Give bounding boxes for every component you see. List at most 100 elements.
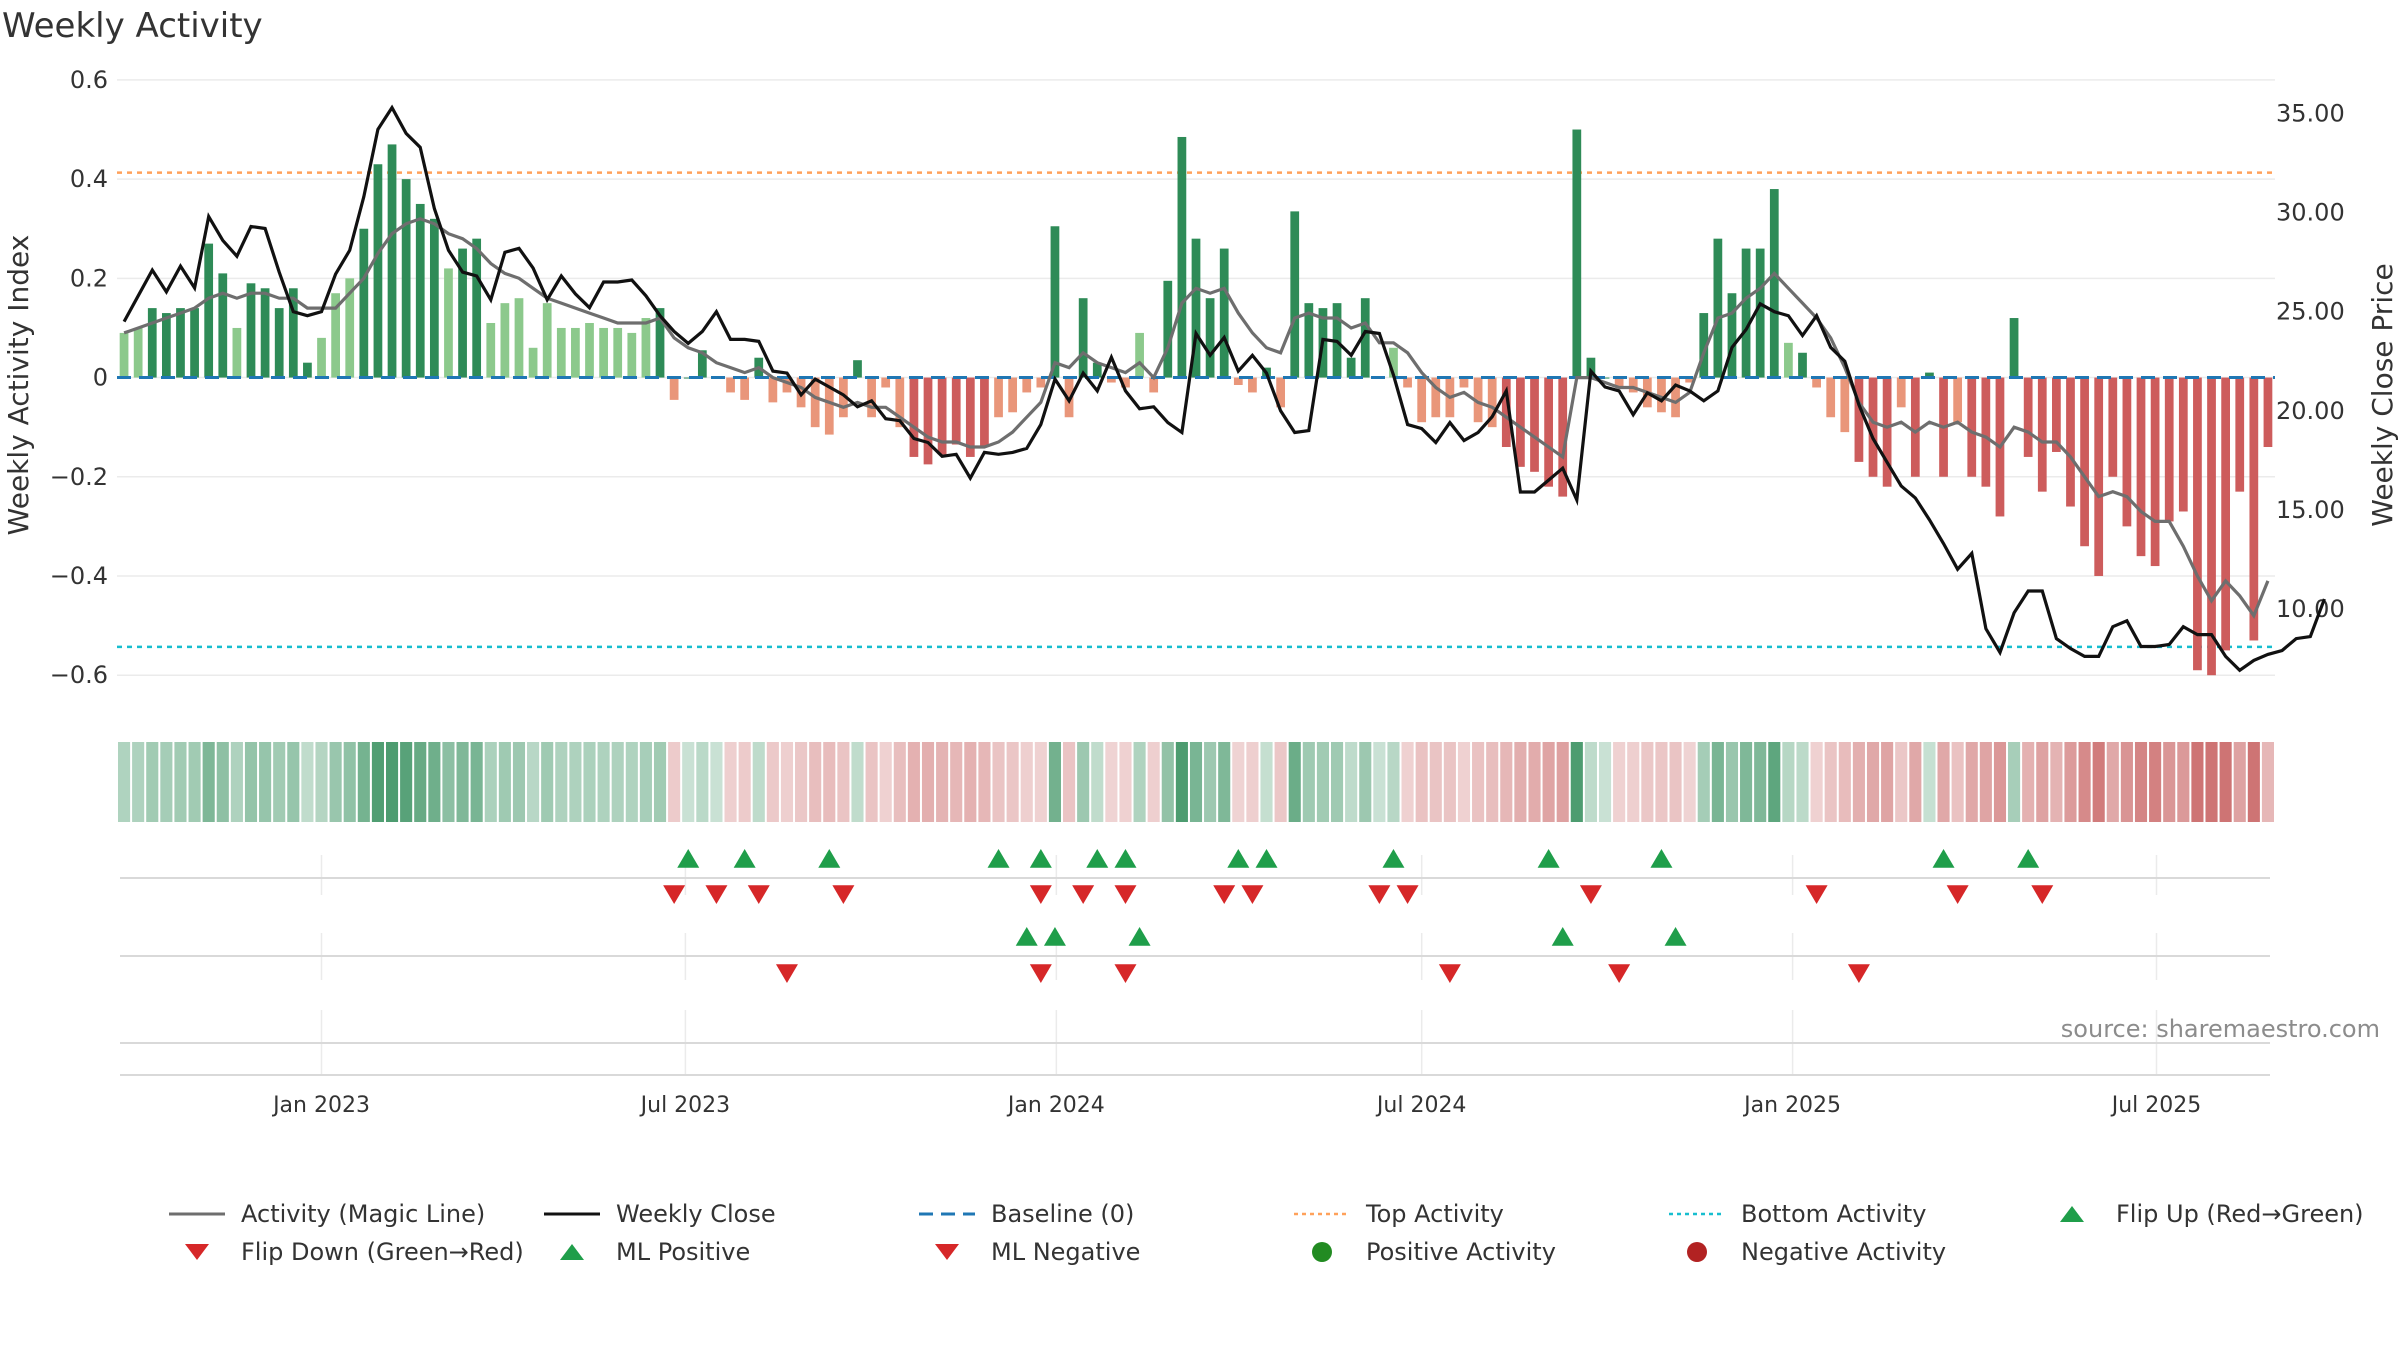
activity-bar: [1149, 377, 1159, 393]
heatmap-cell: [682, 742, 695, 822]
activity-bar: [556, 327, 566, 378]
heatmap-cell: [1838, 742, 1851, 822]
heatmap-cell: [893, 742, 906, 822]
flip-down-marker: [1029, 885, 1052, 904]
y2-axis-label: Weekly Close Price: [2366, 263, 2399, 526]
activity-bar: [1713, 238, 1723, 378]
activity-bar: [331, 293, 340, 378]
heatmap-cell: [921, 742, 935, 822]
y-tick-label: −0.6: [50, 661, 108, 689]
activity-bar: [1741, 248, 1751, 378]
heatmap-cell: [484, 742, 497, 822]
activity-bar: [190, 308, 199, 378]
flip-down-marker: [1946, 885, 1969, 904]
heatmap-cell: [1965, 742, 1978, 822]
heatmap-cell: [738, 742, 751, 822]
heatmap-cell: [1260, 742, 1273, 822]
activity-bar: [1953, 377, 1963, 423]
legend-item-activity-line[interactable]: Activity (Magic Line): [165, 1200, 485, 1228]
legend-item-flip-down[interactable]: Flip Down (Green→Red): [165, 1238, 524, 1266]
heatmap-cell: [146, 742, 159, 822]
heatmap-cell: [1683, 742, 1696, 822]
heatmap-cell: [1500, 742, 1513, 822]
heatmap-cell: [512, 742, 526, 822]
legend-item-bottom-activity[interactable]: Bottom Activity: [1665, 1200, 1926, 1228]
heatmap-cell: [1979, 742, 1992, 822]
y2-tick-label: 25.00: [2276, 298, 2345, 326]
activity-bar: [1558, 377, 1568, 497]
heatmap-cell: [329, 742, 342, 822]
legend-item-baseline[interactable]: Baseline (0): [915, 1200, 1134, 1228]
legend-label: ML Positive: [616, 1238, 751, 1266]
heatmap-cell: [1923, 742, 1936, 822]
heatmap-cell: [1175, 742, 1188, 822]
legend-item-weekly-close[interactable]: Weekly Close: [540, 1200, 776, 1228]
activity-bar: [1812, 377, 1821, 388]
heatmap-cell: [1316, 742, 1329, 822]
y-tick-label: −0.4: [50, 562, 108, 590]
activity-bar: [585, 322, 594, 378]
flip-down-marker: [1579, 885, 1602, 904]
heatmap-cell: [851, 742, 864, 822]
heatmap-cell: [498, 742, 511, 822]
heatmap-cell: [1486, 742, 1499, 822]
legend-item-ml-positive[interactable]: ML Positive: [540, 1238, 750, 1266]
heatmap-cell: [1711, 742, 1724, 822]
heatmap-cell: [301, 742, 314, 822]
flip-up-marker: [987, 849, 1010, 868]
flip-down-marker: [1241, 885, 1264, 904]
legend-circle-icon: [1687, 1242, 1707, 1262]
legend-bottom-line-icon: [1669, 1212, 1725, 1216]
heatmap-cell: [639, 742, 652, 822]
heatmap-cell: [1274, 742, 1287, 822]
legend-item-positive-activity[interactable]: Positive Activity: [1290, 1238, 1556, 1266]
heatmap-cell: [1020, 742, 1033, 822]
legend-triangle-down-icon: [185, 1244, 209, 1260]
activity-bar: [909, 377, 919, 457]
activity-bar: [415, 203, 425, 378]
activity-bar: [881, 377, 891, 388]
activity-bar: [1177, 136, 1187, 378]
heatmap-cell: [2219, 742, 2232, 822]
activity-bar: [1219, 248, 1229, 378]
activity-bar: [1882, 377, 1892, 487]
y2-tick-label: 30.00: [2276, 199, 2345, 227]
heatmap-cell: [1034, 742, 1047, 822]
legend-item-top-activity[interactable]: Top Activity: [1290, 1200, 1504, 1228]
weekly-close-line: [122, 104, 2326, 673]
activity-bar: [317, 337, 326, 378]
legend-item-ml-negative[interactable]: ML Negative: [915, 1238, 1140, 1266]
legend-label: Weekly Close: [616, 1200, 776, 1228]
heatmap-cell: [1232, 742, 1245, 822]
activity-bar: [1910, 377, 1920, 477]
ml-positive-marker: [1043, 927, 1066, 946]
legend-item-flip-up[interactable]: Flip Up (Red→Green): [2040, 1200, 2364, 1228]
heatmap-cell: [1810, 742, 1823, 822]
activity-bar: [1699, 313, 1709, 378]
flip-down-marker: [1805, 885, 1828, 904]
heatmap-cell: [315, 742, 328, 822]
activity-bar: [1657, 377, 1666, 413]
activity-bar: [1967, 377, 1977, 477]
flip-up-marker: [1029, 849, 1052, 868]
heatmap-cell: [2134, 742, 2148, 822]
legend-label: ML Negative: [991, 1238, 1141, 1266]
heatmap-cell: [1457, 742, 1471, 822]
activity-bar: [867, 377, 876, 418]
activity-bar: [1854, 377, 1864, 462]
activity-bar: [1727, 293, 1737, 378]
heatmap-cell: [259, 742, 272, 822]
flip-up-marker: [1255, 849, 1278, 868]
heatmap-cell: [865, 742, 878, 822]
legend-label: Activity (Magic Line): [241, 1200, 486, 1228]
legend-item-negative-activity[interactable]: Negative Activity: [1665, 1238, 1946, 1266]
activity-bar: [1121, 377, 1130, 388]
legend-circle-icon: [1312, 1242, 1332, 1262]
heatmap-cell: [174, 742, 187, 822]
heatmap-cell: [287, 742, 300, 822]
x-tick-label: Jan 2023: [271, 1093, 370, 1118]
flip-down-marker: [1072, 885, 1095, 904]
heatmap-cell: [1147, 742, 1160, 822]
flip-up-marker: [1382, 849, 1405, 868]
heatmap-cell: [1725, 742, 1739, 822]
